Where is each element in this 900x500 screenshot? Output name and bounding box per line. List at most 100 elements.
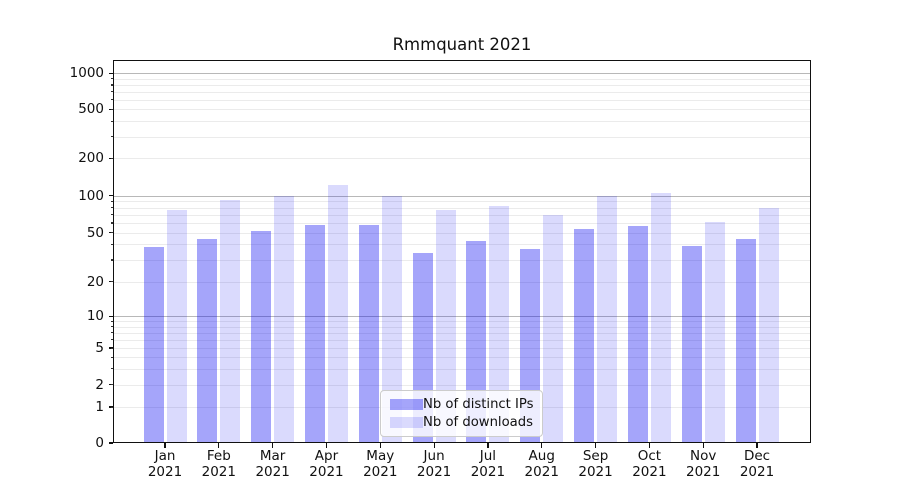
y-tick-label: 5 xyxy=(95,340,104,357)
major-gridline xyxy=(113,316,811,318)
minor-gridline xyxy=(113,99,811,101)
y-minor-tick-mark xyxy=(110,243,113,246)
y-minor-tick-mark xyxy=(110,99,113,101)
y-tick-mark xyxy=(108,442,113,444)
minor-gridline xyxy=(113,332,811,334)
x-tick-mark xyxy=(164,443,166,448)
y-minor-tick-mark xyxy=(110,222,113,224)
x-tick-label-mar: Mar 2021 xyxy=(255,448,290,480)
major-gridline xyxy=(113,73,811,75)
legend-label-downloads: Nb of downloads xyxy=(423,415,533,430)
minor-gridline xyxy=(113,348,811,350)
minor-gridline xyxy=(113,201,811,203)
y-minor-tick-mark xyxy=(110,84,113,86)
minor-gridline xyxy=(113,207,811,209)
x-tick-label-jun: Jun 2021 xyxy=(416,448,452,480)
x-tick-label-oct: Oct 2021 xyxy=(632,448,667,480)
y-minor-tick-mark xyxy=(110,157,113,159)
x-tick-label-jan: Jan 2021 xyxy=(147,448,183,480)
minor-gridline xyxy=(113,357,811,359)
x-tick-label-aug: Aug 2021 xyxy=(524,448,559,480)
minor-gridline xyxy=(113,222,811,224)
minor-gridline xyxy=(113,78,811,80)
bar-downloads-feb xyxy=(220,199,241,443)
minor-gridline xyxy=(113,321,811,323)
bar-downloads-dec xyxy=(758,208,779,443)
bar-distinct-ips-mar xyxy=(251,230,272,443)
y-minor-tick-mark xyxy=(110,339,113,341)
x-tick-mark xyxy=(541,443,543,448)
legend-swatch-downloads xyxy=(390,417,423,428)
bar-downloads-mar xyxy=(274,195,295,443)
y-tick-label: 1000 xyxy=(69,65,104,82)
y-minor-tick-mark xyxy=(110,406,113,408)
bar-downloads-nov xyxy=(704,222,725,443)
y-tick-label: 20 xyxy=(86,273,104,290)
y-tick-label: 1 xyxy=(95,399,104,416)
x-tick-mark xyxy=(648,443,650,448)
x-tick-label-feb: Feb 2021 xyxy=(201,448,236,480)
y-minor-tick-mark xyxy=(110,108,113,110)
minor-gridline xyxy=(113,91,811,93)
y-tick-label: 2 xyxy=(95,376,104,393)
bar-downloads-sep xyxy=(597,195,618,443)
minor-gridline xyxy=(113,384,811,386)
x-tick-mark xyxy=(487,443,489,448)
minor-gridline xyxy=(113,136,811,138)
x-tick-mark xyxy=(594,443,597,448)
minor-gridline xyxy=(113,259,811,261)
bar-distinct-ips-may xyxy=(358,224,379,443)
minor-gridline xyxy=(113,244,811,246)
bar-downloads-may xyxy=(381,195,402,443)
x-tick-mark xyxy=(433,443,435,448)
minor-gridline xyxy=(113,84,811,86)
x-tick-mark xyxy=(218,443,220,448)
bar-downloads-aug xyxy=(543,214,564,443)
y-tick-label: 50 xyxy=(86,224,104,241)
y-minor-tick-mark xyxy=(110,200,113,203)
y-tick-mark xyxy=(108,72,113,74)
bar-distinct-ips-jan xyxy=(143,247,164,443)
x-tick-mark xyxy=(702,443,704,448)
x-tick-mark xyxy=(756,443,758,448)
y-minor-tick-mark xyxy=(110,78,113,80)
y-minor-tick-mark xyxy=(110,332,113,334)
bar-distinct-ips-apr xyxy=(304,224,325,443)
minor-gridline xyxy=(113,158,811,160)
minor-gridline xyxy=(113,109,811,111)
bar-downloads-jan xyxy=(166,210,187,443)
bar-distinct-ips-feb xyxy=(197,239,218,443)
x-tick-label-nov: Nov 2021 xyxy=(686,448,721,480)
minor-gridline xyxy=(113,232,811,234)
y-minor-tick-mark xyxy=(110,368,113,370)
x-tick-label-sep: Sep 2021 xyxy=(578,448,613,480)
y-minor-tick-mark xyxy=(110,356,113,358)
y-minor-tick-mark xyxy=(110,320,113,322)
legend-item-downloads: Nb of downloads xyxy=(390,415,533,430)
bar-downloads-oct xyxy=(650,192,671,443)
plot-area xyxy=(113,60,811,443)
y-minor-tick-mark xyxy=(110,120,113,122)
minor-gridline xyxy=(113,368,811,370)
y-tick-label: 10 xyxy=(86,308,104,325)
bar-downloads-jun xyxy=(435,210,456,443)
minor-gridline xyxy=(113,326,811,328)
y-minor-tick-mark xyxy=(110,259,113,261)
y-tick-mark xyxy=(108,315,113,318)
bar-distinct-ips-dec xyxy=(735,239,756,443)
x-tick-mark xyxy=(325,443,328,448)
x-tick-label-jul: Jul 2021 xyxy=(470,448,506,480)
y-minor-tick-mark xyxy=(110,232,113,234)
y-minor-tick-mark xyxy=(110,136,113,138)
bar-downloads-jul xyxy=(489,206,510,443)
legend-label-distinct-ips: Nb of distinct IPs xyxy=(423,397,534,412)
y-minor-tick-mark xyxy=(110,326,113,328)
minor-gridline xyxy=(113,281,811,283)
minor-gridline xyxy=(113,121,811,123)
minor-gridline xyxy=(113,339,811,341)
y-minor-tick-mark xyxy=(110,207,113,209)
y-tick-label: 100 xyxy=(78,187,104,204)
y-minor-tick-mark xyxy=(110,91,113,93)
y-tick-label: 0 xyxy=(95,435,104,451)
